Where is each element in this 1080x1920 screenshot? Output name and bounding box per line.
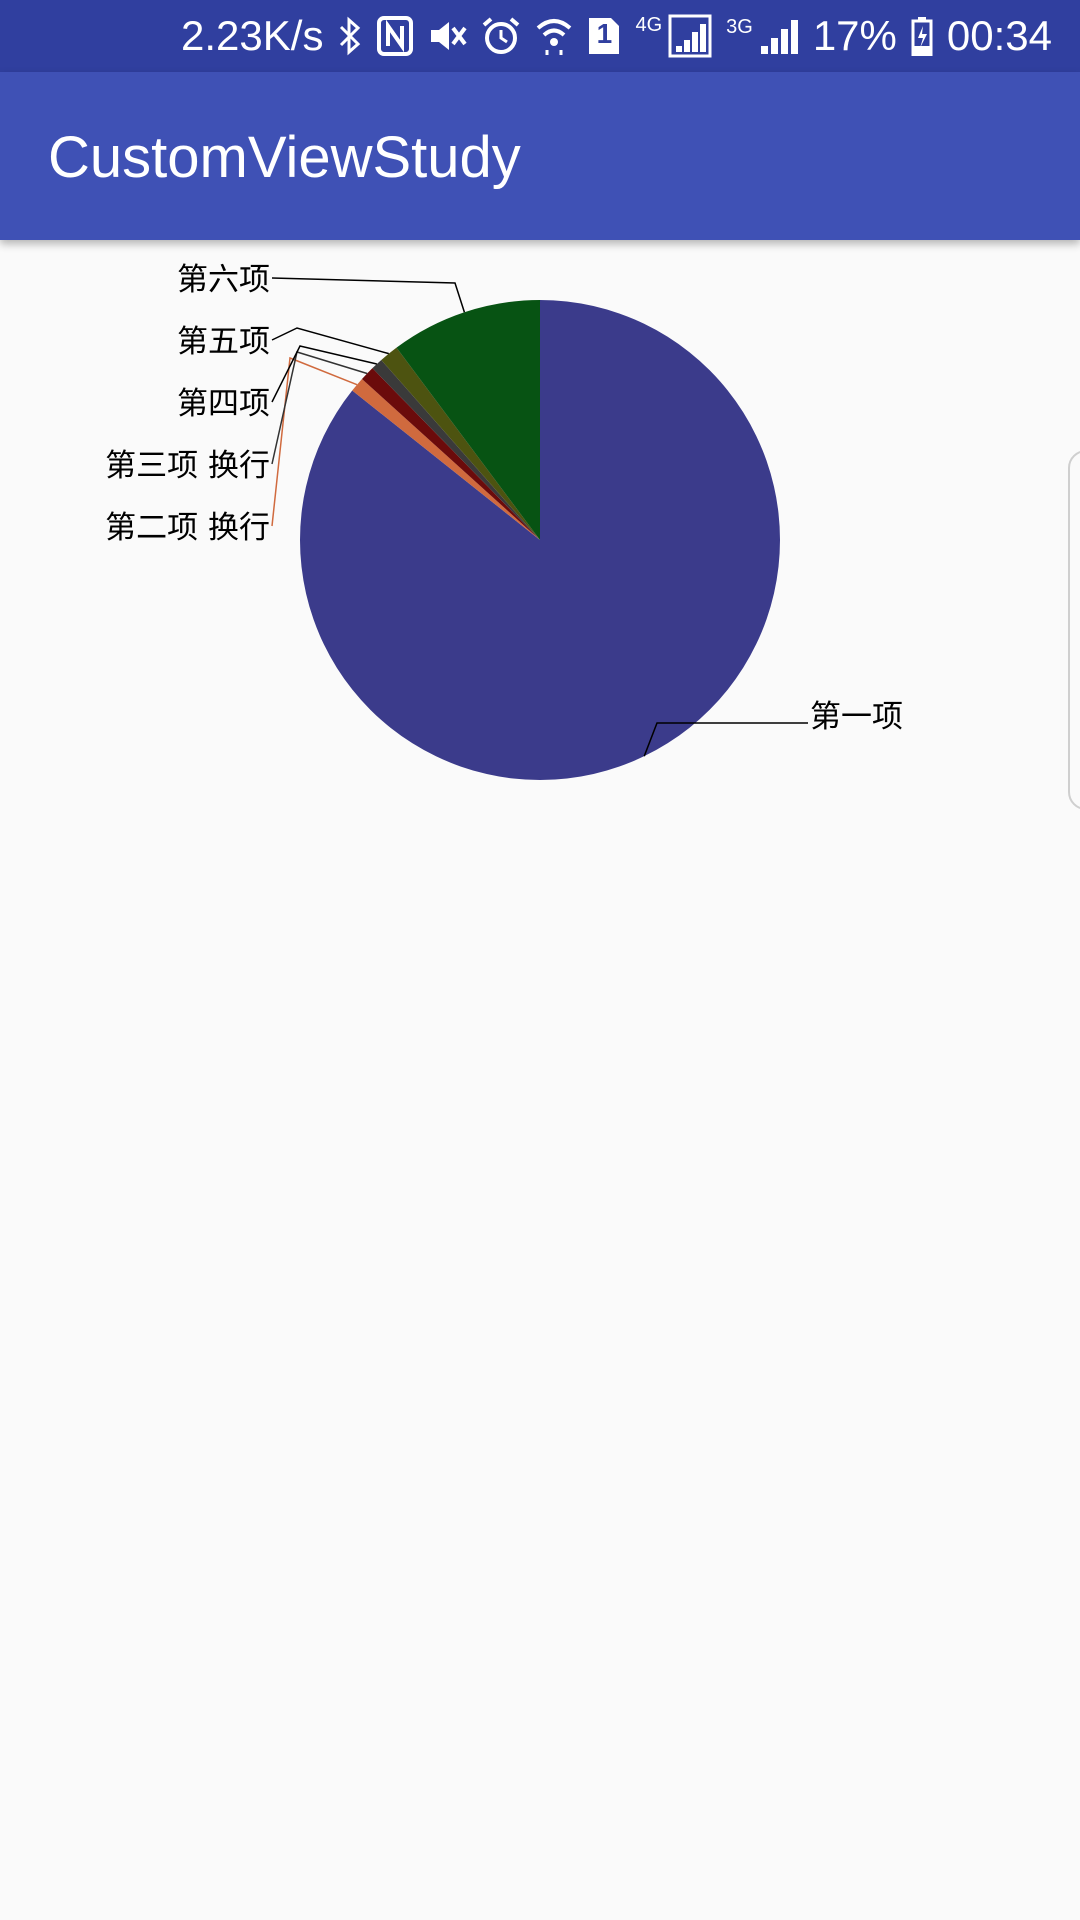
pie-slice-4	[372, 359, 540, 540]
pie-slice-3	[361, 368, 540, 540]
leader-line-6	[271, 277, 466, 313]
slice-label-3: 第三项 换行	[105, 448, 270, 484]
wifi-icon	[535, 16, 573, 56]
slice-label-4: 第四项	[177, 386, 270, 422]
slice-label-1: 第一项	[810, 699, 903, 735]
network-speed: 2.23K/s	[181, 12, 324, 59]
slice-label-5: 第五项	[177, 324, 270, 360]
leader-line-5	[271, 327, 389, 355]
battery-icon	[911, 16, 933, 56]
bluetooth-icon	[337, 16, 363, 56]
pie-slice-6	[396, 300, 540, 540]
status-bar: 2.23K/s 1 4G 3G 17% 00:34	[0, 0, 1080, 72]
sim-icon: 1	[587, 16, 621, 56]
leader-line-2	[271, 356, 358, 527]
signal-3g-icon: 3G	[726, 16, 799, 56]
app-bar: CustomViewStudy	[0, 72, 1080, 240]
leader-line-1	[643, 722, 808, 757]
pie-slice-2	[352, 379, 540, 540]
sim-slot-number: 1	[596, 18, 613, 49]
edge-panel-handle[interactable]	[1068, 450, 1080, 810]
net-type-4g: 4G	[635, 14, 663, 36]
pie-slice-5	[381, 347, 540, 540]
slice-label-6: 第六项	[177, 262, 270, 298]
alarm-icon	[481, 16, 521, 56]
app-title: CustomViewStudy	[48, 125, 521, 190]
leader-line-4	[271, 345, 377, 403]
signal-4g-icon: 4G	[635, 14, 712, 58]
net-type-3g: 3G	[726, 16, 753, 38]
slice-label-2: 第二项 换行	[105, 510, 270, 546]
nfc-icon	[377, 16, 414, 56]
battery-percent: 17%	[812, 12, 897, 59]
mute-icon	[427, 16, 468, 56]
clock-time: 00:34	[946, 12, 1052, 59]
